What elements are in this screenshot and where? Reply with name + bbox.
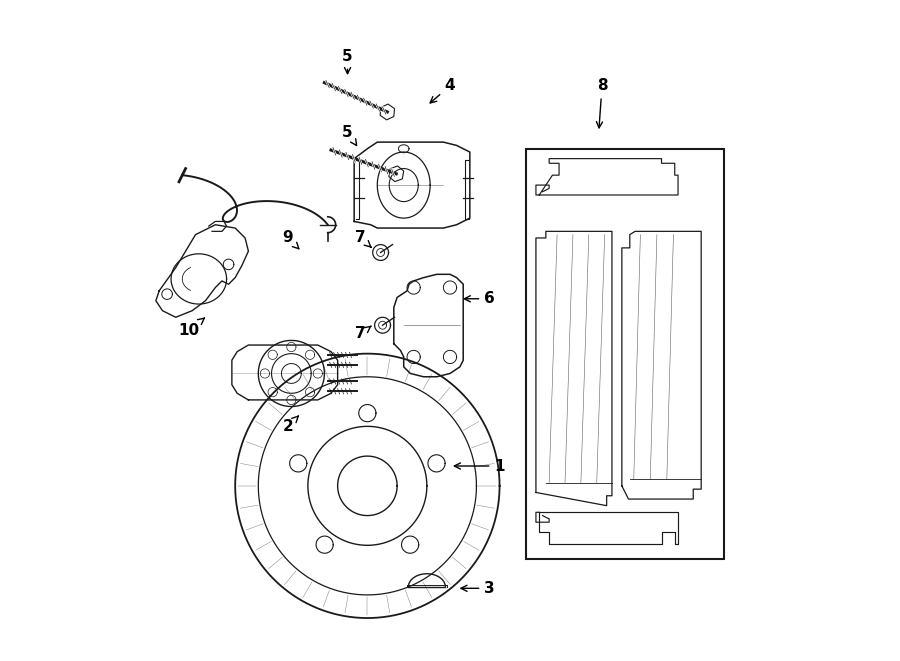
Text: 7: 7 [356, 231, 371, 247]
Text: 6: 6 [464, 292, 495, 306]
Text: 5: 5 [342, 125, 356, 145]
Bar [526, 149, 725, 559]
Text: 8: 8 [597, 79, 608, 128]
Polygon shape [389, 166, 404, 182]
Text: 9: 9 [283, 231, 299, 249]
Polygon shape [380, 104, 394, 120]
Text: 10: 10 [178, 318, 204, 338]
Text: 2: 2 [283, 416, 299, 434]
Text: 7: 7 [356, 326, 371, 341]
Text: 3: 3 [461, 581, 495, 596]
Text: 5: 5 [342, 49, 353, 73]
Text: 1: 1 [454, 459, 505, 473]
Text: 4: 4 [430, 79, 455, 103]
